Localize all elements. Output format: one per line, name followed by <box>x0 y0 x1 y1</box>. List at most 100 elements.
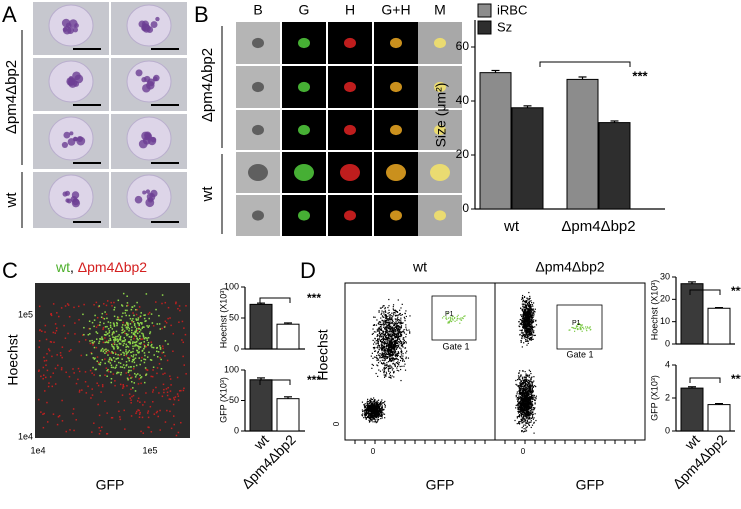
event <box>46 402 48 404</box>
event <box>522 401 523 402</box>
event <box>528 336 529 337</box>
event <box>367 403 368 404</box>
event <box>380 405 381 406</box>
event <box>138 398 140 400</box>
y-tick-label: 20 <box>660 294 670 304</box>
event <box>143 348 145 350</box>
event <box>375 421 376 422</box>
event <box>534 408 535 409</box>
event <box>404 317 405 318</box>
event <box>373 344 374 345</box>
event <box>398 355 399 356</box>
event <box>381 399 382 400</box>
event <box>525 341 526 342</box>
event <box>128 372 130 374</box>
event <box>134 323 136 325</box>
event <box>523 304 524 305</box>
event <box>167 343 169 345</box>
event <box>381 313 382 314</box>
event <box>528 327 529 328</box>
event <box>144 355 146 357</box>
event <box>528 319 529 320</box>
event <box>400 357 401 358</box>
event <box>74 322 76 324</box>
event <box>381 411 382 412</box>
event <box>40 411 42 413</box>
event <box>175 396 177 398</box>
event <box>402 304 403 305</box>
event <box>400 360 401 361</box>
event <box>130 402 132 404</box>
cell-signal <box>390 210 402 220</box>
event <box>65 305 67 307</box>
event <box>378 400 379 401</box>
event <box>533 309 534 310</box>
event <box>523 314 524 315</box>
event <box>376 404 377 405</box>
event <box>61 369 63 371</box>
event <box>104 358 106 360</box>
event <box>178 395 180 397</box>
event <box>131 327 133 329</box>
event <box>378 419 379 420</box>
event <box>378 369 379 370</box>
event <box>392 355 393 356</box>
event <box>117 354 119 356</box>
event <box>385 327 386 328</box>
event <box>382 352 383 353</box>
event <box>53 372 55 374</box>
event <box>391 367 392 368</box>
event <box>373 333 374 334</box>
event <box>524 401 525 402</box>
event <box>112 332 114 334</box>
event <box>100 350 102 352</box>
event <box>91 353 93 355</box>
event <box>533 327 534 328</box>
parasite <box>149 193 153 197</box>
event <box>525 311 526 312</box>
event <box>384 404 385 405</box>
event <box>129 350 131 352</box>
event <box>159 345 161 347</box>
event <box>398 330 399 331</box>
event <box>96 326 98 328</box>
event <box>382 405 383 406</box>
event <box>69 429 71 431</box>
event <box>525 328 526 329</box>
y-tick-label: 0 <box>332 421 341 426</box>
bar <box>599 123 630 209</box>
event <box>523 418 524 419</box>
event <box>140 339 142 341</box>
event <box>133 338 135 340</box>
event <box>108 328 110 330</box>
event <box>522 430 523 431</box>
event <box>384 358 385 359</box>
event <box>383 313 384 314</box>
event <box>385 329 386 330</box>
event <box>89 340 91 342</box>
event <box>373 317 374 318</box>
event <box>382 412 383 413</box>
event <box>138 348 140 350</box>
event <box>102 384 104 386</box>
event <box>176 435 178 437</box>
event <box>392 368 393 369</box>
event <box>382 307 383 308</box>
event <box>522 310 523 311</box>
event <box>132 387 134 389</box>
event <box>132 306 134 308</box>
event <box>370 420 371 421</box>
event <box>406 357 407 358</box>
x-tick-label: 1e5 <box>142 445 157 455</box>
event <box>389 360 390 361</box>
event <box>139 357 141 359</box>
event <box>369 418 370 419</box>
event <box>374 317 375 318</box>
event <box>386 367 387 368</box>
event <box>384 369 385 370</box>
event <box>389 322 390 323</box>
event <box>585 326 586 327</box>
event <box>399 310 400 311</box>
event <box>132 345 134 347</box>
annotation: *** <box>307 373 321 387</box>
